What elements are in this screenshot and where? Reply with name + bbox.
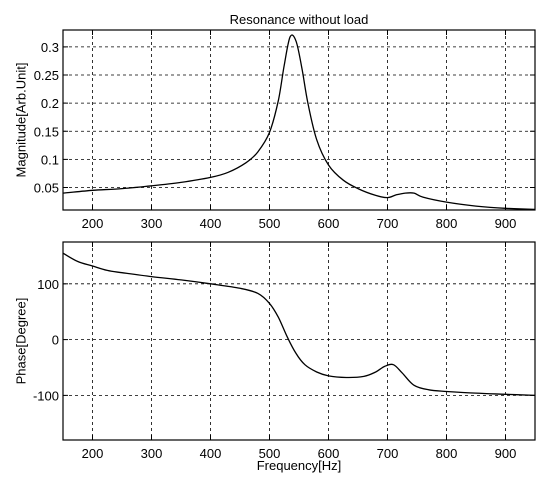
magnitude-curve: [62, 34, 536, 211]
chart-title: Resonance without load: [230, 12, 369, 27]
magnitude-axes-frame: [62, 29, 536, 211]
x-tick-label: 700: [377, 216, 399, 231]
magnitude-plot: 200 300 400 500 600 700 800 900 0.05 0.1 0.15 0.2 0…: [13, 12, 536, 231]
y-tick-label: 0.3: [41, 40, 59, 55]
x-tick-label: 400: [200, 216, 222, 231]
x-tick-label: 500: [259, 446, 281, 461]
y-tick-label: 0.2: [41, 96, 59, 111]
x-tick-label: 600: [318, 446, 340, 461]
x-tick-label: 200: [82, 216, 104, 231]
y-tick-label: 0: [52, 333, 59, 348]
x-tick-label: 300: [141, 216, 163, 231]
phase-y-axis-label: Phase[Degree]: [13, 298, 28, 385]
x-tick-label: 300: [141, 446, 163, 461]
x-tick-label: 900: [495, 446, 517, 461]
y-tick-label: 0.25: [34, 68, 59, 83]
y-tick-label: 0.15: [34, 124, 59, 139]
phase-x-axis-label: Frequency[Hz]: [257, 458, 342, 473]
magnitude-y-axis-label: Magnitude[Arb.Unit]: [13, 63, 28, 178]
phase-curve: [62, 252, 536, 397]
phase-plot: 200 300 400 500 600 700 800 900 -100 0 100 Freque…: [13, 241, 536, 473]
x-tick-label: 200: [82, 446, 104, 461]
x-tick-label: 500: [259, 216, 281, 231]
y-tick-label: 0.05: [34, 181, 59, 196]
y-tick-label: -100: [33, 388, 59, 403]
x-tick-label: 400: [200, 446, 222, 461]
y-tick-label: 0.1: [41, 152, 59, 167]
x-tick-label: 800: [436, 446, 458, 461]
phase-axes-frame: [62, 241, 536, 441]
x-tick-label: 600: [318, 216, 340, 231]
x-tick-label: 800: [436, 216, 458, 231]
x-tick-label: 700: [377, 446, 399, 461]
x-tick-label: 900: [495, 216, 517, 231]
y-tick-label: 100: [37, 277, 59, 292]
